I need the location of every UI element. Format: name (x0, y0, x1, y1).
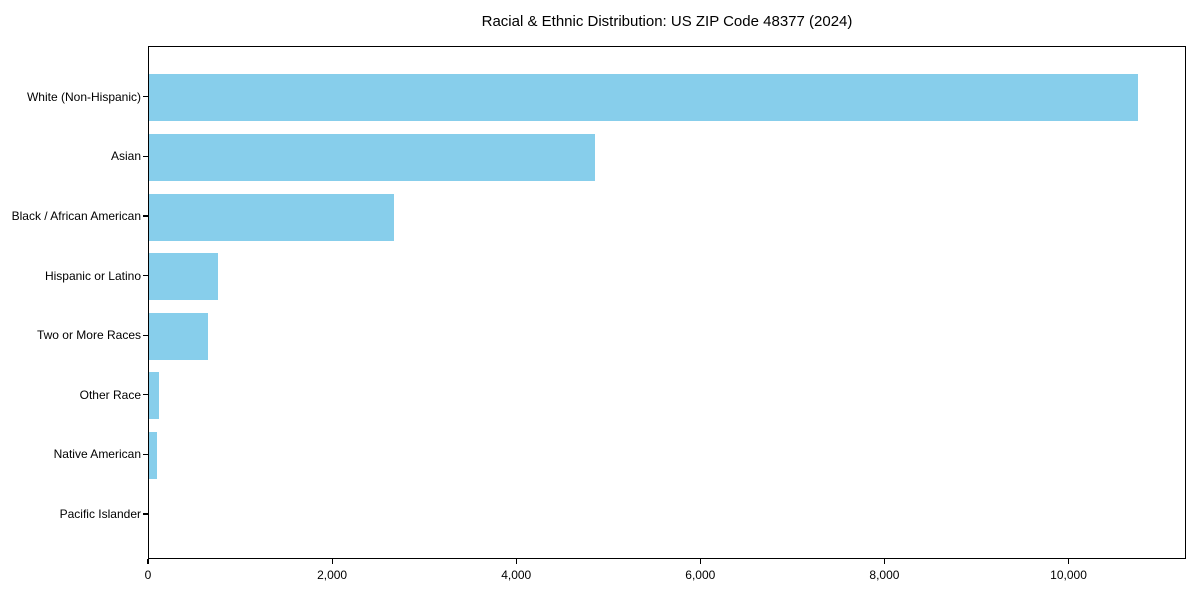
x-tick-label-0: 0 (144, 568, 152, 582)
x-tick-0 (147, 559, 149, 564)
y-tick-label-other-race: Other Race (79, 387, 141, 402)
x-tick-label-8000: 8,000 (869, 568, 900, 582)
y-tick-label-native-american: Native American (53, 447, 141, 462)
y-tick-pacific-islander (143, 513, 148, 515)
y-tick-label-black-african-american: Black / African American (11, 209, 141, 223)
chart-title: Racial & Ethnic Distribution: US ZIP Cod… (481, 13, 853, 30)
y-tick-label-pacific-islander: Pacific Islander (59, 507, 141, 521)
x-tick-label-10000: 10,000 (1050, 568, 1087, 582)
x-tick-10000 (1067, 559, 1070, 564)
bar-two-or-more-races (149, 312, 209, 360)
x-tick-2000 (331, 559, 333, 564)
y-tick-other-race (143, 394, 148, 396)
y-tick-label-hispanic-or-latino: Hispanic or Latino (44, 268, 141, 283)
y-tick-label-asian: Asian (110, 149, 141, 164)
bar-black-african-american (149, 193, 394, 241)
y-tick-two-or-more-races (143, 334, 148, 336)
bar-native-american (149, 431, 158, 479)
y-tick-hispanic-or-latino (143, 275, 148, 277)
y-tick-white-non-hispanic (143, 96, 148, 98)
y-tick-label-white-non-hispanic: White (Non-Hispanic) (26, 89, 141, 104)
x-tick-label-4000: 4,000 (501, 568, 532, 582)
x-tick-label-2000: 2,000 (317, 568, 348, 582)
y-tick-asian (143, 155, 148, 157)
x-tick-label-6000: 6,000 (685, 568, 716, 582)
plot-area (148, 46, 1186, 559)
bar-asian (149, 133, 595, 181)
bar-other-race (149, 372, 159, 420)
x-tick-6000 (699, 559, 701, 564)
x-tick-4000 (515, 559, 517, 564)
y-tick-native-american (143, 453, 148, 455)
y-tick-label-two-or-more-races: Two or More Races (36, 328, 141, 343)
y-tick-black-african-american (143, 215, 148, 217)
bar-hispanic-or-latino (149, 253, 219, 301)
bar-white-non-hispanic (149, 74, 1138, 122)
x-tick-8000 (883, 559, 886, 564)
